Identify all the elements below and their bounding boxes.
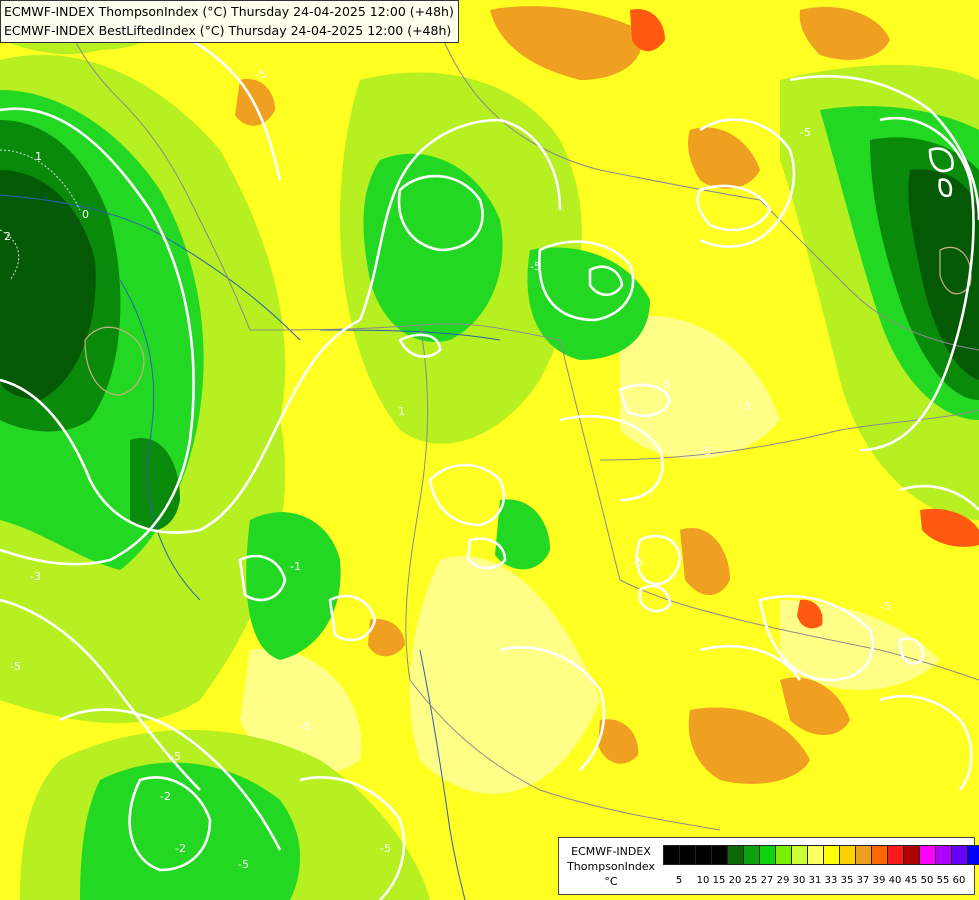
darkest-green-areas xyxy=(0,169,979,400)
legend-ticks: 5 10 15 20 25 27 29 30 31 33 35 37 39 40 45 50 55 60 xyxy=(663,874,967,888)
contour-label: 2 xyxy=(4,230,11,243)
contour-label: -5 xyxy=(170,750,181,763)
legend-swatch xyxy=(663,845,680,865)
contour-label: -5 xyxy=(800,126,811,139)
legend-swatches xyxy=(663,845,979,865)
legend-tick: 31 xyxy=(808,875,822,886)
legend-tick: 45 xyxy=(904,875,918,886)
legend-swatch xyxy=(711,845,728,865)
legend-tick: 29 xyxy=(776,875,790,886)
title-line-lifted: ECMWF-INDEX BestLiftedIndex (°C) Thursda… xyxy=(4,23,452,38)
coast-lines xyxy=(84,246,972,396)
contour-label: 0 xyxy=(82,208,89,221)
legend-tick: 55 xyxy=(936,875,950,886)
legend-model: ECMWF-INDEX xyxy=(571,845,651,858)
contour-label: -2 xyxy=(175,842,186,855)
title-line-thompson: ECMWF-INDEX ThompsonIndex (°C) Thursday … xyxy=(4,4,454,19)
contour-label: -5 xyxy=(700,445,711,458)
map-title: ECMWF-INDEX ThompsonIndex (°C) Thursday … xyxy=(0,0,459,43)
contour-label: -3 xyxy=(30,570,41,583)
legend-tick: 30 xyxy=(792,875,806,886)
contour-label-group: 1 0 2 1 -5 -5 -5 -5 -5 -5 -5 -5 -5 -5 -5… xyxy=(4,68,891,871)
legend-swatch xyxy=(855,845,872,865)
legend-tick: 25 xyxy=(744,875,758,886)
country-borders xyxy=(59,0,979,831)
legend-swatch xyxy=(759,845,776,865)
legend-name: ECMWF-INDEX ThompsonIndex °C xyxy=(565,844,657,889)
legend-tick: 35 xyxy=(840,875,854,886)
lifted-index-contours xyxy=(0,26,979,900)
contour-label: 1 xyxy=(398,405,405,418)
legend-swatch xyxy=(727,845,744,865)
legend-swatch xyxy=(887,845,904,865)
contour-label: -2 xyxy=(160,790,171,803)
legend-tick: 37 xyxy=(856,875,870,886)
legend-swatch xyxy=(791,845,808,865)
legend-swatch xyxy=(743,845,760,865)
legend-unit: °C xyxy=(604,875,618,888)
legend-tick: 39 xyxy=(872,875,886,886)
legend-swatch xyxy=(951,845,968,865)
contour-label: -5 xyxy=(880,600,891,613)
legend-tick: 15 xyxy=(712,875,726,886)
red-areas xyxy=(630,9,979,629)
legend-swatch xyxy=(807,845,824,865)
legend-tick: 20 xyxy=(728,875,742,886)
contour-label: -5 xyxy=(660,378,671,391)
legend-tick: 10 xyxy=(696,875,710,886)
legend-swatch xyxy=(839,845,856,865)
contour-label: -5 xyxy=(380,842,391,855)
legend-swatch xyxy=(695,845,712,865)
contour-label: -5 xyxy=(238,858,249,871)
legend-tick: 27 xyxy=(760,875,774,886)
contour-label: -1 xyxy=(290,560,301,573)
legend-swatch xyxy=(935,845,952,865)
contour-label: -5 xyxy=(300,720,311,733)
contour-label: 1 xyxy=(35,150,42,163)
rivers xyxy=(0,194,501,900)
legend-swatch xyxy=(679,845,696,865)
legend-swatch xyxy=(871,845,888,865)
legend-tick: 50 xyxy=(920,875,934,886)
legend-swatch xyxy=(775,845,792,865)
thin-contours xyxy=(0,149,81,281)
legend-swatch xyxy=(919,845,936,865)
contour-label: -5 xyxy=(10,660,21,673)
legend-swatch xyxy=(967,845,979,865)
legend-swatch xyxy=(903,845,920,865)
contour-label: -5 xyxy=(255,68,266,81)
contour-label: -3 xyxy=(740,400,751,413)
legend-tick: 40 xyxy=(888,875,902,886)
legend-tick: 5 xyxy=(675,875,683,886)
legend-parameter: ThompsonIndex xyxy=(567,860,655,873)
legend-tick: 33 xyxy=(824,875,838,886)
contour-label: -5 xyxy=(530,260,541,273)
legend-swatch xyxy=(823,845,840,865)
legend-tick: 60 xyxy=(952,875,966,886)
contour-label: -5 xyxy=(633,556,644,569)
color-legend: ECMWF-INDEX ThompsonIndex °C 5 10 15 20 25 27… xyxy=(558,837,979,895)
